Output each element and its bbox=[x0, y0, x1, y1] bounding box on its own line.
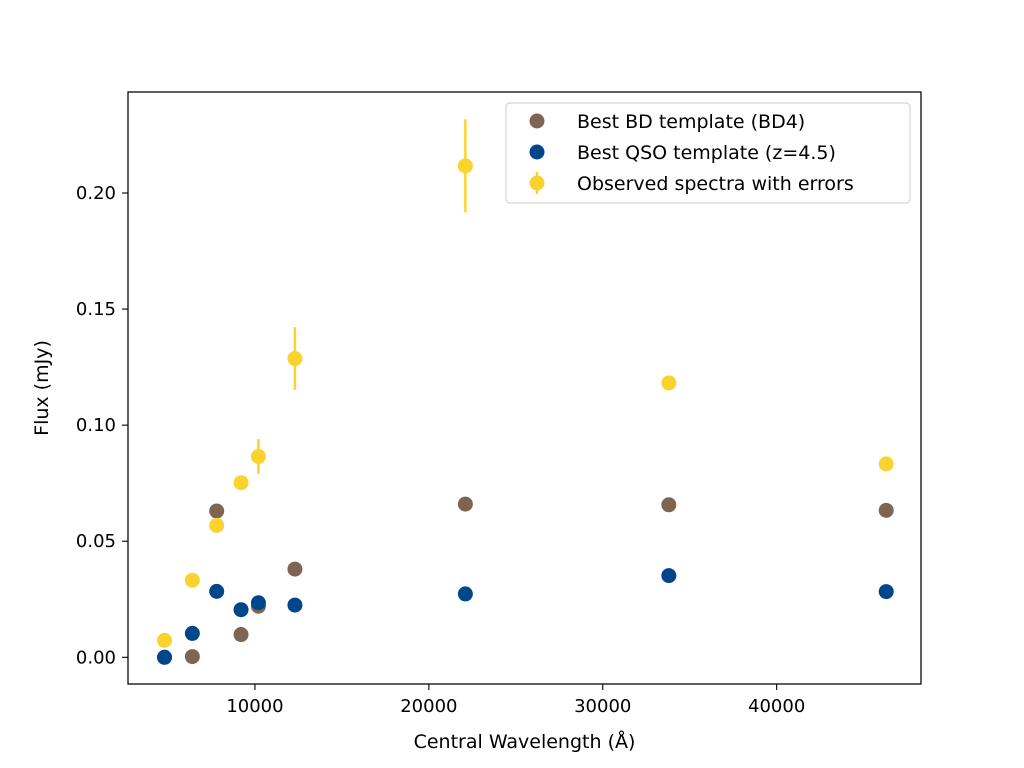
y-tick-label: 0.15 bbox=[76, 299, 116, 320]
legend-label: Best QSO template (z=4.5) bbox=[577, 142, 836, 164]
data-point bbox=[287, 351, 303, 367]
data-point bbox=[661, 375, 677, 391]
series-3 bbox=[157, 119, 894, 648]
data-point bbox=[457, 496, 473, 512]
y-tick-label: 0.10 bbox=[76, 415, 116, 436]
data-point bbox=[233, 475, 249, 491]
data-point bbox=[233, 627, 249, 643]
data-point bbox=[209, 517, 225, 533]
data-point bbox=[250, 448, 266, 464]
data-point bbox=[457, 586, 473, 602]
data-point bbox=[157, 632, 173, 648]
data-point bbox=[184, 649, 200, 665]
legend-marker bbox=[529, 113, 545, 129]
data-point bbox=[878, 456, 894, 472]
legend-label: Best BD template (BD4) bbox=[577, 111, 805, 133]
axis-ticks: 10000 20000 30000 40000 0.00 0.05 0.10 0.15 0.20 bbox=[76, 183, 805, 717]
legend: Best BD template (BD4) Best QSO template … bbox=[505, 102, 911, 204]
x-tick-label: 20000 bbox=[400, 696, 457, 717]
y-tick-label: 0.05 bbox=[76, 531, 116, 552]
x-tick-label: 30000 bbox=[574, 696, 631, 717]
series-2 bbox=[157, 568, 894, 665]
y-tick-label: 0.20 bbox=[76, 183, 116, 204]
axes-frame bbox=[127, 91, 922, 685]
data-point bbox=[287, 561, 303, 577]
data-point bbox=[209, 583, 225, 599]
data-point bbox=[233, 602, 249, 618]
x-tick-label: 10000 bbox=[226, 696, 283, 717]
data-point bbox=[209, 503, 225, 519]
y-tick-label: 0.00 bbox=[76, 647, 116, 668]
data-point bbox=[287, 597, 303, 613]
legend-marker bbox=[529, 144, 545, 160]
legend-marker bbox=[529, 175, 545, 191]
legend-entry: Best BD template (BD4) bbox=[529, 111, 805, 133]
data-point bbox=[184, 625, 200, 641]
legend-entry: Observed spectra with errors bbox=[529, 172, 854, 195]
data-point bbox=[250, 595, 266, 611]
data-point bbox=[457, 158, 473, 174]
data-point bbox=[878, 584, 894, 600]
data-point bbox=[878, 502, 894, 518]
x-axis-label: Central Wavelength (Å) bbox=[414, 730, 636, 753]
data-point bbox=[661, 568, 677, 584]
data-point bbox=[184, 572, 200, 588]
legend-label: Observed spectra with errors bbox=[577, 173, 854, 195]
legend-box bbox=[505, 102, 911, 204]
data-point bbox=[157, 649, 173, 665]
x-tick-label: 40000 bbox=[748, 696, 805, 717]
legend-entry: Best QSO template (z=4.5) bbox=[529, 142, 836, 164]
y-axis-label: Flux (mJy) bbox=[31, 340, 53, 436]
data-points bbox=[157, 119, 894, 665]
data-point bbox=[661, 497, 677, 513]
